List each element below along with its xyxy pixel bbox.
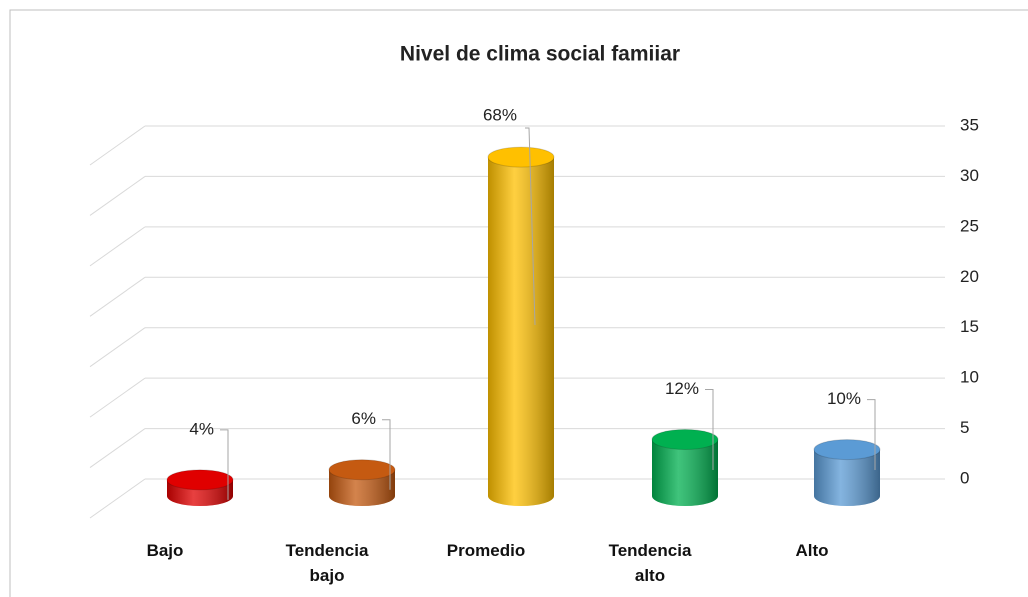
leader-line	[382, 419, 391, 490]
grid-line-side	[89, 276, 146, 317]
cylinder-top	[813, 439, 881, 461]
grid-line-side	[89, 226, 146, 267]
cylinder-shade	[814, 449, 880, 506]
cylinder-shade	[652, 439, 718, 506]
y-tick-label: 35	[960, 115, 979, 134]
leader-line	[705, 388, 714, 470]
leader-line	[220, 429, 229, 500]
grid-line-side	[89, 125, 146, 166]
cylinder-top	[328, 459, 396, 481]
x-tick-label: Alto	[795, 541, 829, 560]
cylinder-top	[166, 469, 234, 491]
cylinder-top	[651, 428, 719, 450]
y-tick-label: 20	[960, 267, 979, 286]
chart-border	[9, 9, 1028, 597]
grid-line-side	[89, 327, 146, 368]
data-label: 4%	[189, 419, 214, 438]
data-label: 68%	[483, 105, 517, 124]
grid-line-side	[89, 478, 146, 519]
y-tick-label: 10	[960, 368, 979, 387]
y-tick-label: 5	[960, 418, 969, 437]
y-tick-label: 0	[960, 468, 969, 487]
data-label: 6%	[351, 409, 376, 428]
grid-line-side	[89, 377, 146, 418]
chart-title: Nivel de clima social famiiar	[400, 43, 680, 66]
x-tick-label: Bajo	[146, 541, 184, 560]
x-tick-label: Promedio	[446, 541, 526, 560]
y-tick-label: 30	[960, 166, 979, 185]
grid-line-side	[89, 428, 146, 468]
x-tick-label: Tendencia bajo	[285, 541, 369, 585]
grid-line-side	[89, 176, 146, 216]
y-tick-label: 15	[960, 317, 979, 336]
x-tick-label: Tendencia alto	[608, 541, 692, 585]
cylinder-shade	[329, 469, 395, 506]
data-label: 12%	[665, 379, 699, 398]
leader-line	[525, 127, 536, 326]
leader-line	[867, 399, 876, 470]
data-label: 10%	[827, 389, 861, 408]
y-tick-label: 25	[960, 216, 979, 235]
cylinder-top	[487, 146, 555, 168]
cylinder-shade	[488, 157, 554, 507]
